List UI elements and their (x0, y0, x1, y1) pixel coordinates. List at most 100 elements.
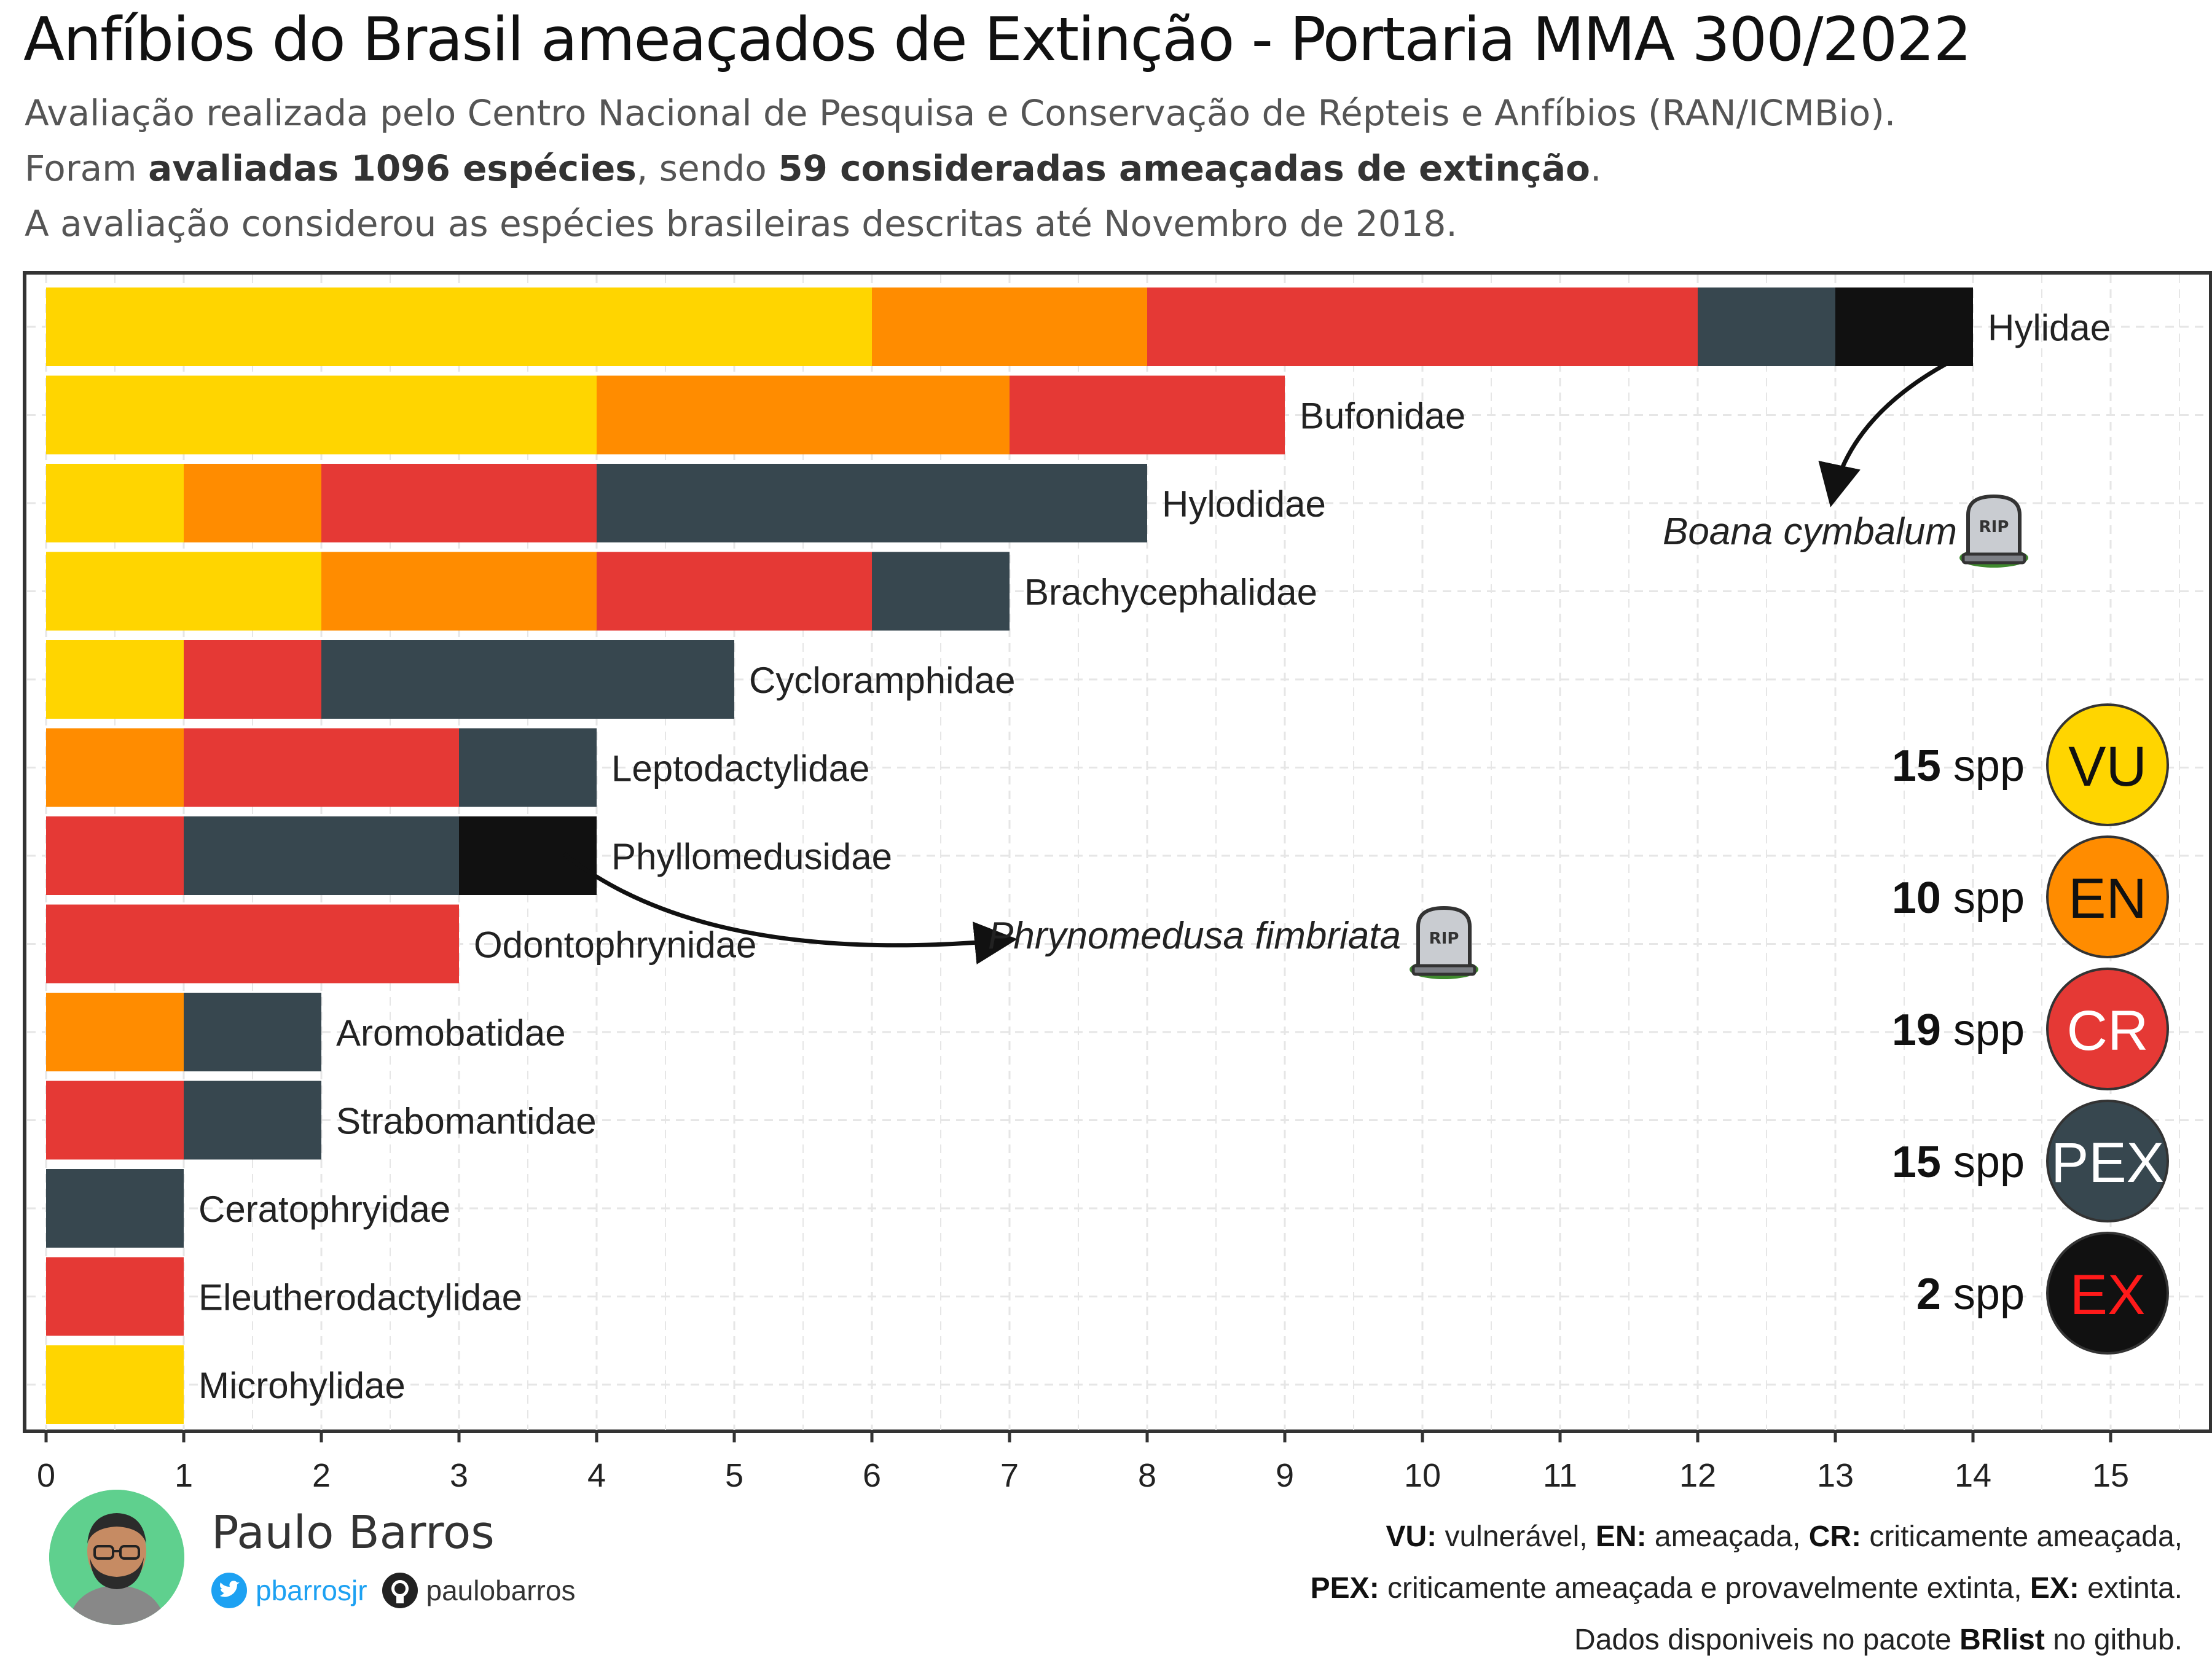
plot-frame (23, 271, 2212, 1433)
status-badge-label-cr: CR (2067, 999, 2149, 1062)
annotation-arrow-phyllomedusidae (562, 852, 1018, 964)
bar-pex-hylidae (1698, 287, 1835, 366)
twitter-handle[interactable]: pbarrosjr (256, 1574, 367, 1606)
status-count-unit: spp (1953, 1138, 2025, 1187)
status-count-cr: 19 spp (1892, 1006, 2025, 1055)
bars-layer (46, 287, 1973, 1424)
legend-line-3: Dados disponiveis no pacote BRlist no gi… (1311, 1614, 2183, 1666)
legend-cr-key: CR: (1808, 1520, 1862, 1553)
annotation-text-phrynomedusa: Phrynomedusa fimbriata (988, 915, 1401, 957)
x-tick-label: 14 (1955, 1457, 1991, 1494)
bar-label-aromobatidae: Aromobatidae (336, 1012, 566, 1054)
bar-en-hylodidae (184, 464, 321, 542)
tombstone-base (1961, 552, 2026, 565)
x-tick-label: 9 (1276, 1457, 1294, 1494)
bar-label-strabomantidae: Strabomantidae (336, 1101, 597, 1142)
bar-pex-phyllomedusidae (184, 816, 459, 895)
subtitle-line-3: A avaliação considerou as espécies brasi… (25, 203, 1457, 244)
bar-label-cycloramphidae: Cycloramphidae (749, 660, 1016, 701)
subtitle-2-mid: , sendo (636, 147, 779, 189)
bar-vu-brachycephalidae (46, 552, 321, 631)
status-count-unit: spp (1953, 874, 2025, 923)
tombstone-rip-text: RIP (1429, 929, 1459, 948)
bar-cr-phyllomedusidae (46, 816, 184, 895)
status-count-unit: spp (1953, 1006, 2025, 1055)
bar-cr-leptodactylidae (184, 728, 459, 807)
legend-data-source: Dados disponiveis no pacote (1574, 1624, 1960, 1656)
bar-label-odontophrynidae: Odontophrynidae (474, 925, 756, 966)
bar-label-brachycephalidae: Brachycephalidae (1024, 572, 1317, 613)
bar-vu-bufonidae (46, 375, 597, 455)
bar-label-hylodidae: Hylodidae (1162, 483, 1326, 525)
bar-cr-hylidae (1147, 287, 1698, 366)
legend-ex-key: EX: (2030, 1572, 2079, 1605)
annotation-arrow-hylidae (1818, 361, 1948, 507)
bar-ex-phyllomedusidae (459, 816, 597, 895)
github-octocat-icon (382, 1573, 418, 1608)
status-count-vu: 15 spp (1892, 741, 2025, 791)
x-tick-label: 6 (863, 1457, 881, 1494)
x-tick-label: 1 (175, 1457, 193, 1494)
bar-cr-brachycephalidae (597, 552, 872, 631)
status-badge-pex (2046, 1100, 2169, 1222)
x-tick-label: 5 (725, 1457, 743, 1494)
legend-en-key: EN: (1595, 1520, 1647, 1553)
x-tick-label: 2 (312, 1457, 331, 1494)
subtitle-2-bold-1: avaliadas 1096 espécies (148, 147, 637, 189)
bar-vu-hylodidae (46, 464, 184, 542)
bar-pex-brachycephalidae (872, 552, 1010, 631)
bar-label-eleutherodactylidae: Eleutherodactylidae (198, 1277, 522, 1318)
status-count-en: 10 spp (1892, 874, 2025, 923)
subtitle-2-pre: Foram (25, 147, 149, 189)
bar-cr-eleutherodactylidae (46, 1257, 184, 1336)
status-count-number: 2 (1916, 1270, 1953, 1319)
status-count-ex: 2 spp (1916, 1270, 2025, 1319)
tombstone-stone (1966, 494, 2022, 560)
status-badge-ex (2046, 1232, 2169, 1355)
bar-label-ceratophryidae: Ceratophryidae (198, 1189, 450, 1230)
legend-cr-desc: criticamente ameaçada, (1861, 1520, 2183, 1553)
bar-label-microhylidae: Microhylidae (198, 1365, 406, 1406)
bar-vu-hylidae (46, 287, 872, 366)
tombstone-icon: RIP (1410, 905, 1478, 979)
bar-pex-strabomantidae (184, 1081, 321, 1160)
bar-label-hylidae: Hylidae (1988, 307, 2111, 348)
status-count-number: 15 (1892, 1138, 1953, 1187)
status-badge-label-pex: PEX (2051, 1132, 2164, 1194)
x-tick-label: 4 (587, 1457, 606, 1494)
x-tick-label: 11 (1543, 1457, 1577, 1494)
bar-en-brachycephalidae (321, 552, 597, 631)
x-tick-label: 8 (1138, 1457, 1156, 1494)
x-tick-label: 15 (2092, 1457, 2129, 1494)
tombstone-base (1411, 964, 1477, 976)
bar-ex-hylidae (1835, 287, 1973, 366)
status-count-pex: 15 spp (1892, 1138, 2025, 1187)
twitter-bird-icon (211, 1573, 247, 1608)
status-count-unit: spp (1953, 741, 2025, 791)
bar-cr-strabomantidae (46, 1081, 184, 1160)
annotations-layer: Boana cymbalum RIP Phrynomedusa fimbriata R… (562, 361, 2028, 979)
bar-pex-ceratophryidae (46, 1169, 184, 1248)
status-legend: VU: vulnerável, EN: ameaçada, CR: critic… (1311, 1511, 2183, 1666)
bar-pex-cycloramphidae (321, 640, 734, 719)
github-handle[interactable]: paulobarros (426, 1574, 576, 1606)
legend-en-desc: ameaçada, (1646, 1520, 1809, 1553)
status-badge-label-en: EN (2068, 867, 2147, 930)
status-badge-vu (2046, 703, 2169, 826)
status-count-unit: spp (1953, 1270, 2025, 1319)
legend-vu-key: VU: (1386, 1520, 1437, 1553)
status-badge-en (2046, 835, 2169, 958)
bar-label-bufonidae: Bufonidae (1300, 396, 1465, 437)
x-tick-label: 10 (1404, 1457, 1441, 1494)
subtitle-2-post: . (1590, 147, 1602, 189)
author-social: pbarrosjr paulobarros (211, 1573, 575, 1608)
status-badge-label-vu: VU (2068, 735, 2147, 798)
legend-vu-desc: vulnerável, (1437, 1520, 1596, 1553)
bar-en-aromobatidae (46, 993, 184, 1071)
author-avatar-icon (49, 1490, 184, 1625)
bar-vu-cycloramphidae (46, 640, 184, 719)
status-badge-label-ex: EX (2070, 1264, 2146, 1326)
bar-pex-leptodactylidae (459, 728, 597, 807)
bar-label-phyllomedusidae: Phyllomedusidae (611, 836, 892, 877)
